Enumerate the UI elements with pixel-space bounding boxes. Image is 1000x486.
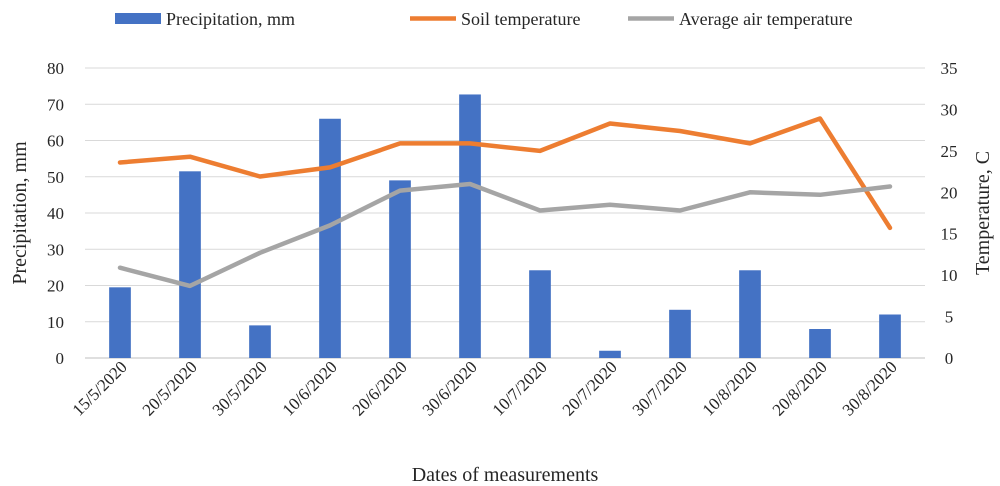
x-tick-label: 20/5/2020: [139, 357, 201, 419]
x-tick-label: 15/5/2020: [69, 357, 131, 419]
x-tick-label: 10/6/2020: [279, 357, 341, 419]
y2-tick-label: 15: [941, 225, 958, 244]
y2-axis-title: Temperature, C: [972, 151, 994, 275]
legend-swatch: [115, 13, 161, 24]
y-tick-label: 20: [47, 277, 64, 296]
gridlines: [85, 67, 925, 359]
bar-10-6-2020: [319, 118, 341, 358]
y2-tick-label: 20: [941, 183, 958, 202]
legend: Precipitation, mm Soil temperature Average…: [115, 9, 853, 29]
x-tick-label: 30/8/2020: [839, 357, 901, 419]
x-tick-label: 20/8/2020: [769, 357, 831, 419]
bar-30-6-2020: [459, 94, 481, 359]
y-tick-label: 30: [47, 240, 64, 259]
y-tick-label: 60: [47, 132, 64, 151]
bar-20-6-2020: [389, 180, 411, 358]
legend-label: Soil temperature: [461, 9, 580, 29]
y-tick-label: 50: [47, 168, 64, 187]
bar-20-5-2020: [179, 171, 201, 358]
x-axis-ticks: 15/5/2020 20/5/2020 30/5/2020 10/6/2020 20/6…: [69, 357, 901, 419]
right-axis-ticks: 0 5 10 15 20 25 30 35: [941, 59, 958, 368]
y2-tick-label: 5: [945, 308, 954, 327]
x-tick-label: 30/7/2020: [629, 357, 691, 419]
y2-tick-label: 35: [941, 59, 958, 78]
precipitation-bars: [109, 94, 901, 359]
left-axis-ticks: 0 10 20 30 40 50 60 70 80: [47, 59, 64, 368]
y-tick-label: 40: [47, 204, 64, 223]
legend-soil-temperature: Soil temperature: [410, 9, 580, 29]
x-tick-label: 20/6/2020: [349, 357, 411, 419]
soil-temperature-line: [117, 116, 893, 231]
x-tick-label: 30/5/2020: [209, 357, 271, 419]
bar-10-7-2020: [529, 270, 551, 358]
x-tick-label: 10/7/2020: [489, 357, 551, 419]
temperature-lines: [117, 116, 893, 289]
legend-label: Average air temperature: [679, 9, 853, 29]
legend-label: Precipitation, mm: [166, 9, 295, 29]
air-temperature-line: [117, 181, 893, 289]
bar-30-7-2020: [669, 309, 691, 358]
y2-tick-label: 25: [941, 142, 958, 161]
y-tick-label: 10: [47, 313, 64, 332]
y2-tick-label: 0: [945, 349, 954, 368]
legend-air-temperature: Average air temperature: [628, 9, 853, 29]
x-tick-label: 10/8/2020: [699, 357, 761, 419]
bar-15-5-2020: [109, 287, 131, 358]
bar-20-8-2020: [809, 329, 831, 358]
y-tick-label: 70: [47, 95, 64, 114]
y-tick-label: 0: [56, 349, 65, 368]
bar-20-7-2020: [599, 350, 621, 358]
y-tick-label: 80: [47, 59, 64, 78]
legend-precipitation: Precipitation, mm: [115, 9, 295, 29]
x-tick-label: 30/6/2020: [419, 357, 481, 419]
x-tick-label: 20/7/2020: [559, 357, 621, 419]
bar-10-8-2020: [739, 270, 761, 358]
y2-tick-label: 10: [941, 266, 958, 285]
bar-30-5-2020: [249, 325, 271, 358]
y-axis-title: Precipitation, mm: [9, 141, 31, 285]
y2-tick-label: 30: [941, 100, 958, 119]
bar-30-8-2020: [879, 314, 901, 358]
x-axis-title: Dates of measurements: [412, 464, 599, 486]
